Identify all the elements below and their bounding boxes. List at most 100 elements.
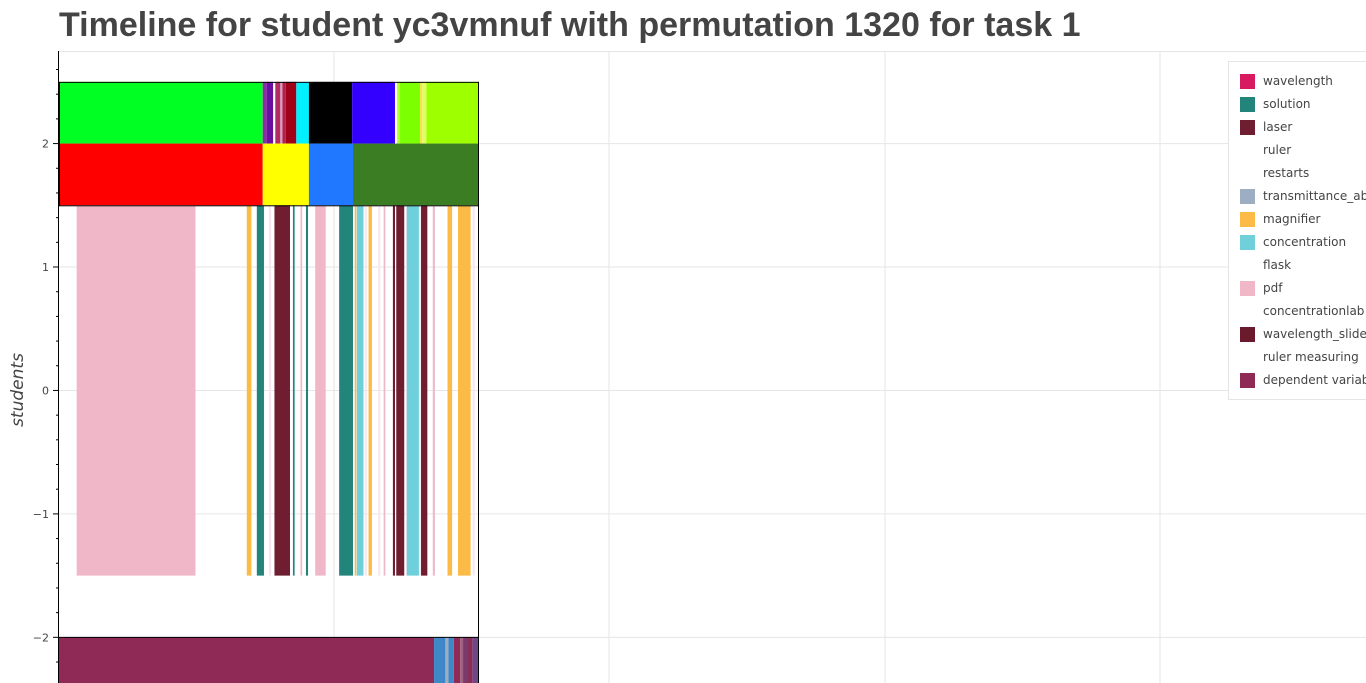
timeline-segment [472, 637, 479, 683]
legend-swatch [1240, 326, 1255, 342]
timeline-segment [421, 205, 428, 576]
timeline-segment [426, 81, 479, 144]
timeline-segment [472, 205, 475, 576]
legend-swatch [1240, 234, 1255, 250]
legend-label: concentration [1263, 235, 1347, 249]
legend-swatch [1240, 119, 1255, 135]
timeline-segment [445, 637, 449, 683]
timeline-segment [354, 205, 357, 576]
timeline-segment [368, 205, 372, 576]
timeline-segment [262, 143, 309, 206]
timeline-segment [280, 81, 283, 144]
legend-label: restarts [1263, 166, 1310, 180]
timeline-segment [392, 205, 395, 576]
legend-item[interactable]: solution [1240, 95, 1311, 113]
legend-swatch [1240, 280, 1255, 296]
timeline-segment [262, 81, 267, 144]
timeline-segment [400, 81, 421, 144]
legend-swatch [1240, 211, 1255, 227]
legend-swatch [1240, 73, 1255, 89]
y-tick-label: 0 [42, 384, 49, 397]
timeline-segment [453, 637, 461, 683]
timeline-segment [463, 637, 469, 683]
timeline-segment [468, 637, 473, 683]
legend-label: ruler measuring [1263, 350, 1359, 364]
timeline-segment [353, 143, 479, 206]
legend-item[interactable]: ruler [1240, 141, 1291, 159]
legend-swatch [1240, 303, 1255, 319]
legend-swatch [1240, 349, 1255, 365]
legend-label: solution [1263, 97, 1311, 111]
legend-label: wavelength_slider [1263, 327, 1366, 341]
y-axis: 2 1 0 −1 −2 [33, 51, 59, 683]
legend-item[interactable]: dependent variable [1240, 371, 1366, 389]
timeline-segment [383, 205, 386, 576]
y-tick-label: −1 [33, 508, 49, 521]
legend-item[interactable]: laser [1240, 118, 1292, 136]
legend-item[interactable]: ruler measuring [1240, 348, 1359, 366]
legend-label: magnifier [1263, 212, 1321, 226]
legend-label: pdf [1263, 281, 1283, 295]
legend-label: transmittance_abs [1263, 189, 1366, 203]
legend-item[interactable]: concentrationlab [1240, 302, 1364, 320]
legend-swatch [1240, 188, 1255, 204]
legend-item[interactable]: pdf [1240, 279, 1282, 297]
legend: wavelength solution laser ruler restarts tran… [1228, 61, 1366, 400]
legend-swatch [1240, 142, 1255, 158]
legend-label: ruler [1263, 143, 1292, 157]
legend-label: wavelength [1263, 74, 1333, 88]
timeline-segment [308, 81, 353, 144]
legend-swatch [1240, 165, 1255, 181]
timeline-segment [246, 205, 252, 576]
timeline-segment [356, 205, 364, 576]
legend-label: dependent variable [1263, 373, 1366, 387]
timeline-segment [420, 81, 423, 144]
timeline-segment [296, 81, 309, 144]
timeline-segment [59, 637, 435, 683]
timeline-segment [395, 81, 398, 144]
timeline-segment [315, 205, 326, 576]
timeline-segment [448, 637, 454, 683]
timeline-segment [300, 205, 303, 576]
timeline-frame [59, 81, 479, 683]
legend-item[interactable]: transmittance_abs [1240, 187, 1366, 205]
y-axis-label: students [8, 353, 28, 427]
timeline-segment [76, 205, 196, 576]
timeline-segment [397, 81, 401, 144]
timeline-segment [308, 143, 353, 206]
timeline-segment [396, 205, 405, 576]
timeline-segment [378, 205, 381, 576]
timeline-segment [447, 205, 453, 576]
timeline-segment [273, 81, 276, 144]
timeline-segment [59, 143, 263, 206]
timeline-segment [432, 205, 435, 576]
legend-label: concentrationlab [1263, 304, 1365, 318]
timeline-segment [305, 205, 309, 576]
timeline-segment [275, 81, 281, 144]
timeline-segment [269, 205, 272, 576]
y-tick-label: −2 [33, 631, 49, 644]
timeline-segment [460, 637, 464, 683]
legend-item[interactable]: restarts [1240, 164, 1309, 182]
legend-item[interactable]: magnifier [1240, 210, 1320, 228]
legend-item[interactable]: wavelength [1240, 72, 1333, 90]
timeline-segment [418, 205, 422, 576]
legend-item[interactable]: flask [1240, 256, 1291, 274]
timeline-segment [256, 205, 264, 576]
timeline-segment [458, 205, 471, 576]
timeline-segment [285, 81, 297, 144]
timeline-segment [422, 81, 427, 144]
legend-item[interactable]: concentration [1240, 233, 1346, 251]
timeline-segment [274, 205, 290, 576]
timeline-bars [59, 81, 479, 683]
timeline-segment [292, 205, 295, 576]
timeline-segment [59, 81, 263, 144]
legend-label: laser [1263, 120, 1293, 134]
timeline-segment [352, 81, 395, 144]
timeline-segment [434, 637, 446, 683]
legend-swatch [1240, 372, 1255, 388]
legend-item[interactable]: wavelength_slider [1240, 325, 1366, 343]
chart-title: Timeline for student yc3vmnuf with permu… [59, 6, 1081, 44]
legend-swatch [1240, 96, 1255, 112]
